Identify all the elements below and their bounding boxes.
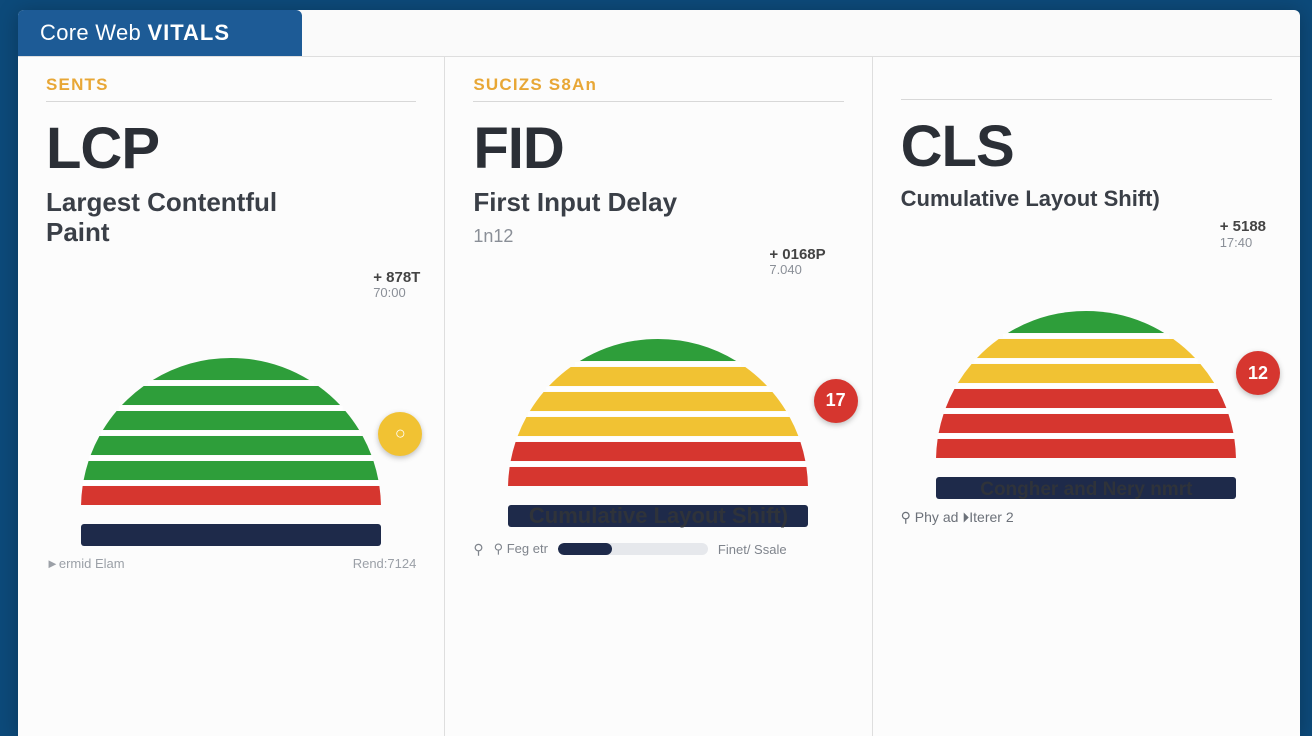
- metric-fullname: Largest Contentful Paint: [46, 188, 306, 248]
- progress-label-left: ⚲ Feg etr: [494, 541, 548, 557]
- score-badge: 17: [814, 379, 858, 423]
- annot-main: + 0168P: [769, 247, 825, 264]
- score-badge: ○: [378, 412, 422, 456]
- annot-main: + 5188: [1220, 219, 1266, 236]
- metric-abbr: LCP: [46, 120, 416, 178]
- annot-sub: 70:00: [373, 286, 420, 300]
- progress-track[interactable]: [558, 543, 708, 555]
- divider: [901, 99, 1272, 100]
- card-cls[interactable]: CLS Cumulative Layout Shift) + 5188 17:4…: [873, 56, 1300, 736]
- divider: [46, 101, 416, 102]
- cards-row: SENTS LCP Largest Contentful Paint + 878…: [18, 56, 1300, 736]
- header-suffix: VITALS: [147, 20, 230, 45]
- panel-header: Core Web VITALS: [18, 10, 302, 56]
- progress-row: ⚲ ⚲ Feg etr Finet/ Ssale: [473, 541, 843, 558]
- card-lcp[interactable]: SENTS LCP Largest Contentful Paint + 878…: [18, 56, 445, 736]
- vitals-panel: Core Web VITALS SENTS LCP Largest Conten…: [18, 10, 1300, 736]
- card-top-label: SENTS: [46, 75, 416, 95]
- score-badge: 12: [1236, 351, 1280, 395]
- metric-fullname: First Input Delay: [473, 188, 733, 218]
- gauge-annotation: + 0168P 7.040: [769, 247, 825, 278]
- gauge-caption: Cumulative Layout Shift): [473, 503, 843, 529]
- gauge-chart: [926, 281, 1246, 461]
- annot-main: + 878T: [373, 270, 420, 287]
- mini-legend: ⚲ Phy ad ⏵Iterer 2: [901, 509, 1272, 526]
- annot-sub: 7.040: [769, 263, 825, 277]
- progress-label-right: Finet/ Ssale: [718, 542, 787, 557]
- gauge-wrap: + 5188 17:40 12 Congher and Nery nmrt: [901, 229, 1272, 499]
- gauge-annotation: + 5188 17:40: [1220, 219, 1266, 250]
- gauge-wrap: + 0168P 7.040 17 Cumulative Layout Shift…: [473, 257, 843, 527]
- progress-fill: [558, 543, 612, 555]
- footnote-left: ►ermid Elam: [46, 556, 125, 571]
- gauge-base-bar: [81, 524, 381, 546]
- gauge-annotation: + 878T 70:00: [373, 270, 420, 301]
- footnote-right: Rend:7124: [353, 556, 417, 571]
- card-footnote: ►ermid Elam Rend:7124: [46, 556, 416, 571]
- badge-text: 12: [1248, 363, 1268, 384]
- card-fid[interactable]: SUCIZS S8An FID First Input Delay 1n12 +…: [445, 56, 872, 736]
- pin-icon: ⚲: [473, 541, 483, 558]
- annot-sub: 17:40: [1220, 236, 1266, 250]
- metric-abbr: CLS: [901, 118, 1272, 176]
- gauge-chart: [498, 309, 818, 489]
- badge-text: ○: [395, 423, 406, 444]
- metric-fullname: Cumulative Layout Shift): [901, 186, 1161, 211]
- metric-abbr: FID: [473, 120, 843, 178]
- badge-text: 17: [826, 390, 846, 411]
- metric-sub: 1n12: [473, 226, 843, 247]
- header-prefix: Core Web: [40, 20, 147, 45]
- card-top-label: SUCIZS S8An: [473, 75, 843, 95]
- divider: [473, 101, 843, 102]
- gauge-wrap: + 878T 70:00 ○: [46, 276, 416, 546]
- gauge-chart: [71, 328, 391, 508]
- gauge-caption: Congher and Nery nmrt: [901, 479, 1272, 501]
